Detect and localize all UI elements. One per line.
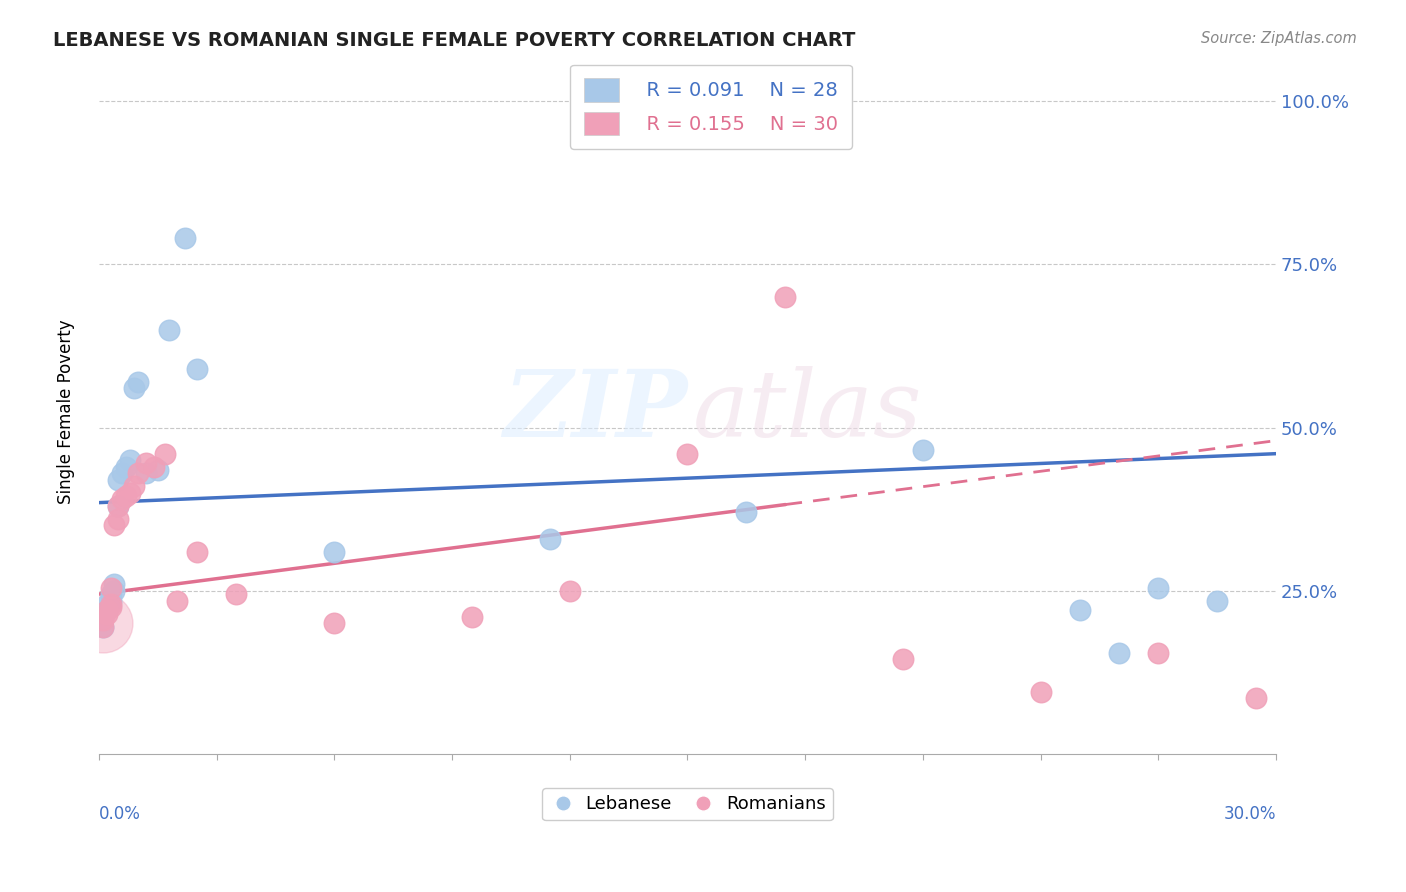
Point (96, 603, 118, 617)
Point (103, 518, 125, 533)
Point (111, 467, 134, 481)
Point (1108, 646, 1130, 660)
Point (146, 463, 169, 477)
Point (1206, 593, 1229, 607)
Text: 30.0%: 30.0% (1223, 805, 1277, 823)
Point (142, 459, 165, 474)
Point (91, 620, 114, 634)
Point (96, 607, 118, 621)
Point (775, 290, 797, 304)
Point (91, 620, 114, 634)
Point (103, 577, 125, 591)
Point (127, 467, 149, 481)
Point (911, 443, 934, 458)
Point (100, 600, 122, 615)
Point (735, 505, 758, 519)
Point (1147, 581, 1170, 595)
Point (174, 231, 197, 245)
Text: Source: ZipAtlas.com: Source: ZipAtlas.com (1201, 31, 1357, 46)
Point (135, 467, 157, 481)
Point (111, 492, 134, 507)
Point (127, 375, 149, 389)
Point (166, 593, 188, 607)
Y-axis label: Single Female Poverty: Single Female Poverty (58, 319, 75, 504)
Point (115, 489, 138, 503)
Point (676, 447, 699, 461)
Point (103, 583, 125, 598)
Point (155, 447, 177, 461)
Point (96, 603, 118, 617)
Point (323, 616, 346, 631)
Point (323, 544, 346, 558)
Point (107, 512, 129, 526)
Point (120, 486, 142, 500)
Point (107, 473, 129, 487)
Point (460, 610, 482, 624)
Point (100, 581, 122, 595)
Point (135, 457, 157, 471)
Point (91, 610, 114, 624)
Point (96, 597, 118, 611)
Point (120, 453, 142, 467)
Point (186, 361, 208, 376)
Point (91, 616, 114, 631)
Point (100, 587, 122, 601)
Legend: Lebanese, Romanians: Lebanese, Romanians (541, 788, 832, 821)
Point (115, 459, 138, 474)
Point (186, 544, 208, 558)
Text: 0.0%: 0.0% (98, 805, 141, 823)
Point (225, 587, 247, 601)
Point (1069, 603, 1091, 617)
Text: atlas: atlas (693, 367, 922, 456)
Point (1029, 685, 1052, 699)
Point (1246, 691, 1268, 706)
Point (107, 499, 129, 513)
Point (122, 479, 145, 493)
Point (558, 583, 581, 598)
Point (157, 323, 180, 337)
Point (91, 613, 114, 627)
Point (100, 593, 122, 607)
Point (107, 499, 129, 513)
Point (122, 381, 145, 395)
Text: ZIP: ZIP (503, 367, 688, 456)
Point (891, 652, 914, 666)
Text: LEBANESE VS ROMANIAN SINGLE FEMALE POVERTY CORRELATION CHART: LEBANESE VS ROMANIAN SINGLE FEMALE POVER… (53, 31, 856, 50)
Point (538, 532, 561, 546)
Point (1147, 646, 1170, 660)
Point (100, 597, 122, 611)
